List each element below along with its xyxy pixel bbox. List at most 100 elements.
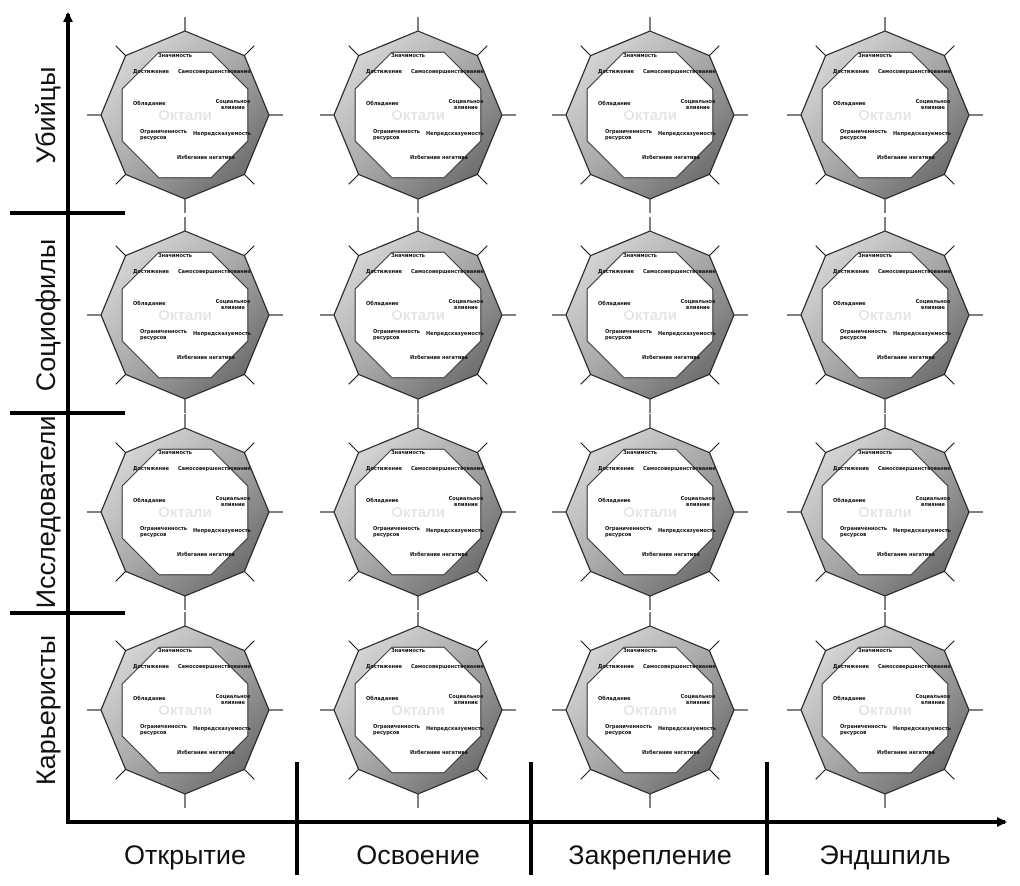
- octagon-label: Обладание: [598, 300, 631, 307]
- inner-field: [354, 646, 482, 774]
- octagon-label: Самосовершенствование: [878, 269, 951, 275]
- octagon-label: Социальное: [916, 694, 951, 700]
- octagon-label: Обладание: [133, 100, 166, 107]
- octagon-grid: Октали Значимость Достижение Самосовершенст…: [87, 17, 983, 808]
- octagon-label: Обладание: [133, 300, 166, 307]
- inner-field: [586, 51, 714, 179]
- octagon-label: Непредсказуемость: [426, 528, 484, 534]
- octagon-label: Значимость: [623, 450, 657, 456]
- octagon-label: Самосовершенствование: [878, 466, 951, 472]
- octagon-label: Социальное: [916, 496, 951, 502]
- watermark: Октали: [623, 702, 677, 719]
- octagon: Октали Значимость Достижение Самосовершенст…: [320, 217, 516, 413]
- octagon-label: ресурсов: [605, 730, 631, 736]
- octagon-label: Самосовершенствование: [178, 466, 251, 472]
- octagon-label: Значимость: [391, 450, 425, 456]
- octagon-label: Обладание: [833, 695, 866, 702]
- inner-field: [821, 646, 949, 774]
- octagon-label: Обладание: [833, 300, 866, 307]
- octagon-label: Ограниченность: [373, 129, 420, 135]
- octagon-label: ресурсов: [373, 135, 399, 141]
- octagon-label: Ограниченность: [840, 129, 887, 135]
- octagon-label: ресурсов: [605, 532, 631, 538]
- octagon-label: Избегание негатива: [410, 154, 468, 161]
- octagon-label: Обладание: [598, 100, 631, 107]
- octagon-label: Достижение: [366, 664, 403, 670]
- octagon-label: влияние: [686, 700, 710, 706]
- octagon-label: влияние: [921, 700, 945, 706]
- octagon-label: Социальное: [681, 694, 716, 700]
- octagon-label: Избегание негатива: [877, 154, 935, 161]
- octagon: Октали Значимость Достижение Самосовершенст…: [552, 217, 748, 413]
- octagon-label: Достижение: [133, 69, 170, 75]
- octagon-label: Ограниченность: [140, 724, 187, 730]
- octagon-label: Достижение: [598, 269, 635, 275]
- octagon-label: Избегание негатива: [877, 551, 935, 558]
- watermark: Октали: [158, 307, 212, 324]
- octagon-label: Самосовершенствование: [411, 69, 484, 75]
- octagon-label: Значимость: [391, 648, 425, 654]
- octagon-label: Самосовершенствование: [643, 664, 716, 670]
- watermark: Октали: [391, 504, 445, 521]
- row-label: Исследователи: [31, 416, 61, 609]
- watermark: Октали: [158, 702, 212, 719]
- octagon-label: Непредсказуемость: [658, 528, 716, 534]
- watermark: Октали: [858, 702, 912, 719]
- octagon-label: Самосовершенствование: [178, 664, 251, 670]
- octagon-label: Значимость: [158, 648, 192, 654]
- octagon: Октали Значимость Достижение Самосовершенст…: [787, 217, 983, 413]
- octagon-label: Социальное: [916, 99, 951, 105]
- octagon-label: Значимость: [391, 253, 425, 259]
- octagon-label: Ограниченность: [840, 329, 887, 335]
- octagon-label: влияние: [454, 305, 478, 311]
- octagon-label: Ограниченность: [840, 724, 887, 730]
- octagon-label: Самосовершенствование: [643, 69, 716, 75]
- octagon-label: Достижение: [598, 466, 635, 472]
- watermark: Октали: [623, 107, 677, 124]
- octagon-label: Обладание: [366, 695, 399, 702]
- octagon-label: Обладание: [598, 497, 631, 504]
- octagon-label: Избегание негатива: [642, 749, 700, 756]
- octagon-label: Непредсказуемость: [658, 131, 716, 137]
- octagon-label: Избегание негатива: [877, 354, 935, 361]
- octagon-label: Ограниченность: [840, 526, 887, 532]
- octagon: Октали Значимость Достижение Самосовершенст…: [87, 414, 283, 610]
- octagon-label: Обладание: [133, 695, 166, 702]
- octagon-label: Социальное: [681, 496, 716, 502]
- octagon-label: Избегание негатива: [410, 354, 468, 361]
- octagon-label: ресурсов: [140, 532, 166, 538]
- octagon-label: Значимость: [858, 450, 892, 456]
- octagon: Октали Значимость Достижение Самосовершенст…: [787, 612, 983, 808]
- octagon-label: Социальное: [216, 299, 251, 305]
- octagon-label: влияние: [686, 305, 710, 311]
- octagon-label: ресурсов: [605, 335, 631, 341]
- octagon: Октали Значимость Достижение Самосовершенст…: [87, 612, 283, 808]
- inner-field: [121, 448, 249, 576]
- octagon-label: Значимость: [158, 53, 192, 59]
- octagon-label: Непредсказуемость: [658, 331, 716, 337]
- octagon: Октали Значимость Достижение Самосовершенст…: [320, 17, 516, 213]
- inner-field: [586, 251, 714, 379]
- octagon-label: ресурсов: [840, 532, 866, 538]
- octagon-label: влияние: [454, 502, 478, 508]
- column-label: Закрепление: [568, 840, 732, 870]
- octagon-label: влияние: [454, 700, 478, 706]
- watermark: Октали: [391, 307, 445, 324]
- octagon-label: Обладание: [366, 300, 399, 307]
- octagon-label: Избегание негатива: [177, 354, 235, 361]
- octagon-label: Достижение: [833, 664, 870, 670]
- octagon-label: Непредсказуемость: [426, 726, 484, 732]
- watermark: Октали: [391, 107, 445, 124]
- watermark: Октали: [158, 504, 212, 521]
- octagon-label: ресурсов: [373, 335, 399, 341]
- inner-field: [121, 251, 249, 379]
- octagon-label: Ограниченность: [605, 526, 652, 532]
- octagon-label: ресурсов: [140, 730, 166, 736]
- octagon-label: Значимость: [623, 53, 657, 59]
- octagon-label: Непредсказуемость: [193, 726, 251, 732]
- octagon-label: Самосовершенствование: [643, 466, 716, 472]
- octagon: Октали Значимость Достижение Самосовершенст…: [552, 612, 748, 808]
- octagon-label: Достижение: [366, 69, 403, 75]
- column-label: Освоение: [356, 840, 480, 870]
